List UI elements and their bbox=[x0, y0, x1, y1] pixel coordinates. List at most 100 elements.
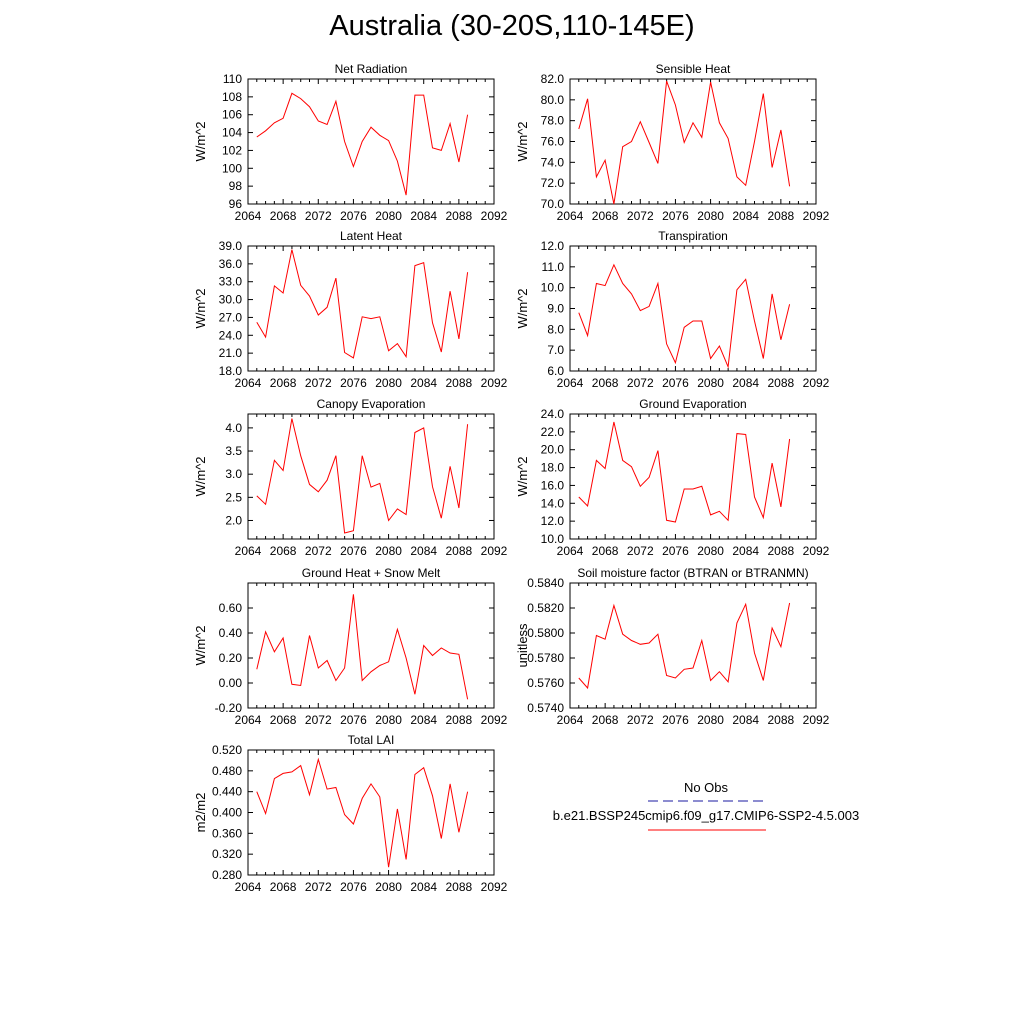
series-line bbox=[578, 80, 791, 205]
x-tick-label: 2076 bbox=[662, 209, 689, 223]
plot-frame bbox=[247, 749, 495, 876]
y-tick-label: 0.00 bbox=[219, 676, 243, 690]
y-axis-label: W/m^2 bbox=[193, 288, 208, 328]
x-tick-label: 2092 bbox=[803, 209, 830, 223]
chart-panel-7: Ground Heat + Snow Melt W/m^2 2064 2068 2072… bbox=[193, 566, 508, 727]
y-tick-label: 16.0 bbox=[541, 478, 565, 492]
x-tick-label: 2088 bbox=[446, 209, 473, 223]
y-axis-label: W/m^2 bbox=[193, 456, 208, 496]
y-tick-label: 76.0 bbox=[541, 135, 565, 149]
y-axis-label: W/m^2 bbox=[515, 121, 530, 161]
x-tick-label: 2092 bbox=[803, 376, 830, 390]
chart-panel-4: Transpiration W/m^2 2064 2068 2072 2076 2080 20… bbox=[515, 229, 830, 390]
y-tick-label: 0.280 bbox=[212, 868, 242, 882]
y-tick-label: 0.5760 bbox=[527, 676, 564, 690]
y-tick-label: 74.0 bbox=[541, 155, 565, 169]
y-tick-label: 27.0 bbox=[219, 310, 243, 324]
x-tick-label: 2068 bbox=[592, 209, 619, 223]
y-tick-label: 12.0 bbox=[541, 239, 565, 253]
x-tick-label: 2092 bbox=[803, 544, 830, 558]
series-line bbox=[578, 263, 791, 369]
x-tick-label: 2088 bbox=[768, 209, 795, 223]
series-line bbox=[256, 757, 469, 868]
series-line bbox=[256, 92, 469, 196]
panel-title: Ground Heat + Snow Melt bbox=[302, 566, 441, 580]
x-tick-label: 2092 bbox=[481, 880, 508, 894]
y-tick-label: 96 bbox=[229, 197, 243, 211]
legend-model-label: b.e21.BSSP245cmip6.f09_g17.CMIP6-SSP2-4.… bbox=[553, 808, 859, 823]
y-tick-label: 21.0 bbox=[219, 346, 243, 360]
y-tick-label: 6.0 bbox=[547, 364, 564, 378]
panel-title: Sensible Heat bbox=[656, 62, 731, 76]
x-tick-label: 2080 bbox=[697, 209, 724, 223]
y-tick-label: 24.0 bbox=[219, 328, 243, 342]
x-tick-label: 2080 bbox=[697, 544, 724, 558]
x-tick-label: 2092 bbox=[481, 376, 508, 390]
x-tick-label: 2084 bbox=[732, 544, 759, 558]
x-tick-label: 2084 bbox=[732, 713, 759, 727]
y-tick-label: 14.0 bbox=[541, 496, 565, 510]
y-tick-label: 0.5780 bbox=[527, 651, 564, 665]
y-tick-label: 106 bbox=[222, 108, 242, 122]
panel-title: Canopy Evaporation bbox=[317, 397, 426, 411]
chart-panel-9: Total LAI m2/m2 2064 2068 2072 2076 2080 2084 20… bbox=[193, 733, 508, 894]
y-tick-label: 33.0 bbox=[219, 275, 243, 289]
x-tick-label: 2092 bbox=[481, 713, 508, 727]
plot-frame bbox=[569, 413, 817, 540]
y-tick-label: 0.520 bbox=[212, 743, 242, 757]
x-tick-label: 2076 bbox=[662, 376, 689, 390]
plot-frame bbox=[247, 245, 495, 372]
series-line bbox=[256, 418, 469, 534]
panel-title: Ground Evaporation bbox=[639, 397, 746, 411]
y-tick-label: 102 bbox=[222, 143, 242, 157]
y-tick-label: 3.5 bbox=[225, 444, 242, 458]
y-tick-label: 0.320 bbox=[212, 847, 242, 861]
y-axis-label: W/m^2 bbox=[515, 456, 530, 496]
y-tick-label: 0.5840 bbox=[527, 576, 564, 590]
y-tick-label: 108 bbox=[222, 90, 242, 104]
y-tick-label: 104 bbox=[222, 126, 242, 140]
y-tick-label: 98 bbox=[229, 179, 243, 193]
panel-title: Latent Heat bbox=[340, 229, 403, 243]
x-tick-label: 2088 bbox=[768, 544, 795, 558]
x-tick-label: 2076 bbox=[662, 713, 689, 727]
y-tick-label: 36.0 bbox=[219, 257, 243, 271]
y-tick-label: 0.5820 bbox=[527, 601, 564, 615]
x-tick-label: 2064 bbox=[235, 713, 262, 727]
y-tick-label: 0.400 bbox=[212, 806, 242, 820]
panel-title: Net Radiation bbox=[335, 62, 408, 76]
x-tick-label: 2072 bbox=[627, 544, 654, 558]
plot-frame bbox=[569, 245, 817, 372]
y-tick-label: 3.0 bbox=[225, 467, 242, 481]
y-tick-label: 100 bbox=[222, 161, 242, 175]
chart-panel-3: Latent Heat W/m^2 2064 2068 2072 2076 2080 2084… bbox=[193, 229, 508, 390]
x-tick-label: 2084 bbox=[410, 713, 437, 727]
x-tick-label: 2092 bbox=[481, 544, 508, 558]
y-tick-label: 0.440 bbox=[212, 785, 242, 799]
y-tick-label: 7.0 bbox=[547, 343, 564, 357]
legend-obs-label: No Obs bbox=[684, 780, 729, 795]
chart-panel-6: Ground Evaporation W/m^2 2064 2068 2072 2076 2… bbox=[515, 397, 830, 558]
legend: No Obs b.e21.BSSP245cmip6.f09_g17.CMIP6-… bbox=[553, 780, 859, 831]
x-tick-label: 2080 bbox=[697, 376, 724, 390]
x-tick-label: 2072 bbox=[627, 376, 654, 390]
series-line bbox=[256, 249, 469, 359]
x-tick-label: 2084 bbox=[410, 544, 437, 558]
y-axis-label: unitless bbox=[515, 623, 530, 668]
y-tick-label: 10.0 bbox=[541, 532, 565, 546]
y-tick-label: 11.0 bbox=[542, 260, 565, 274]
x-tick-label: 2072 bbox=[627, 209, 654, 223]
x-tick-label: 2068 bbox=[592, 544, 619, 558]
x-tick-label: 2080 bbox=[697, 713, 724, 727]
x-tick-label: 2072 bbox=[627, 713, 654, 727]
x-tick-label: 2088 bbox=[768, 713, 795, 727]
panel-title: Soil moisture factor (BTRAN or BTRANMN) bbox=[577, 566, 808, 580]
y-tick-label: 110 bbox=[223, 72, 242, 86]
series-line bbox=[256, 594, 469, 700]
x-tick-label: 2072 bbox=[305, 713, 332, 727]
y-tick-label: 4.0 bbox=[225, 421, 242, 435]
y-tick-label: 70.0 bbox=[541, 197, 565, 211]
y-tick-label: 80.0 bbox=[541, 93, 565, 107]
chart-panel-5: Canopy Evaporation W/m^2 2064 2068 2072 2076 2… bbox=[193, 397, 508, 558]
x-tick-label: 2076 bbox=[340, 880, 367, 894]
